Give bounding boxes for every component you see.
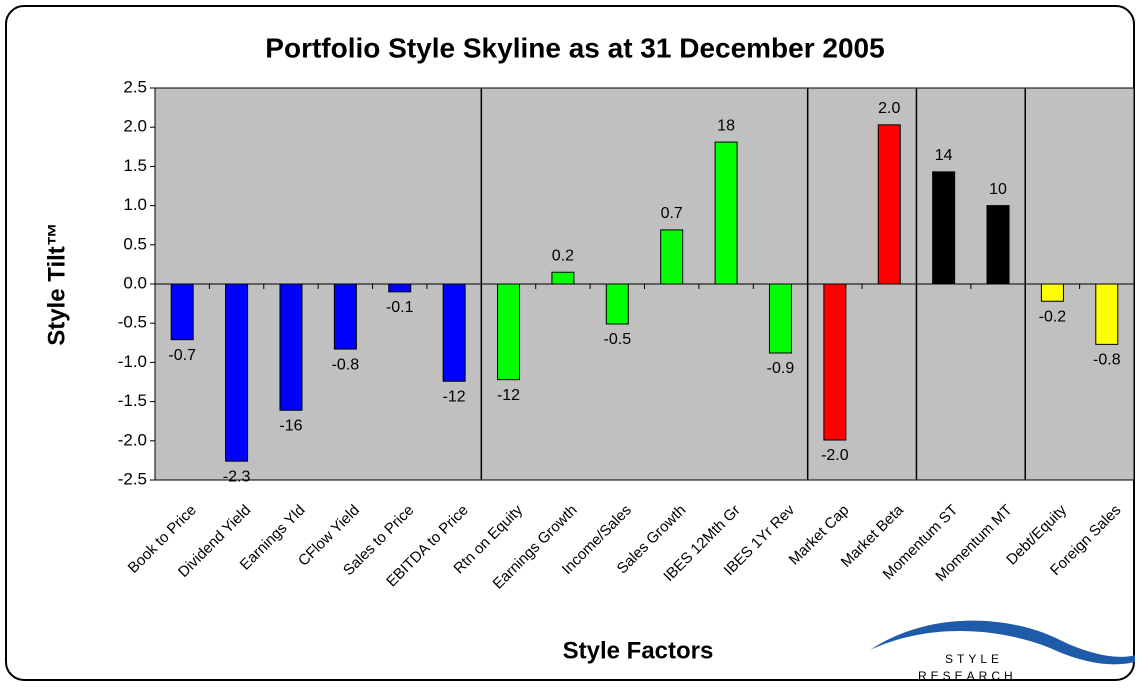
bar: [279, 283, 303, 411]
logo-swoosh: [870, 620, 1135, 665]
y-axis-title: Style Tilt™: [43, 222, 70, 346]
bar: [823, 283, 847, 441]
logo-text: STYLE: [945, 652, 1003, 666]
value-label: 18: [717, 117, 735, 134]
value-label: -2.0: [821, 447, 849, 464]
logo: STYLE RESEARCH: [870, 620, 1135, 683]
value-label: -0.7: [168, 347, 196, 364]
bar: [932, 171, 956, 285]
value-label: -0.1: [386, 299, 414, 316]
bar: [877, 124, 901, 285]
value-label: 0.2: [552, 247, 574, 264]
bar: [497, 283, 521, 381]
bar: [225, 283, 249, 462]
logo-text: RESEARCH: [918, 669, 1017, 683]
bar: [442, 283, 466, 382]
value-label: -12: [497, 387, 520, 404]
bar: [1040, 283, 1064, 302]
value-label: -16: [279, 417, 302, 434]
y-tick-label: 0.5: [123, 234, 147, 253]
value-label: 10: [989, 181, 1007, 198]
value-label: -0.2: [1039, 308, 1067, 325]
value-label: -12: [443, 388, 466, 405]
y-tick-label: -2.0: [118, 430, 147, 449]
bar: [1095, 283, 1119, 345]
value-label: -0.9: [767, 360, 795, 377]
y-tick-label: -1.5: [118, 391, 147, 410]
value-label: -0.5: [604, 331, 632, 348]
value-label: 2.0: [878, 100, 900, 117]
bar: [388, 283, 412, 293]
chart-title: Portfolio Style Skyline as at 31 Decembe…: [265, 32, 884, 63]
bar: [714, 141, 738, 285]
y-tick-label: -2.5: [118, 469, 147, 488]
bar: [986, 205, 1010, 285]
bar: [551, 271, 575, 285]
y-tick-label: 2.0: [123, 117, 147, 136]
bar: [768, 283, 792, 354]
value-label: -0.8: [1093, 352, 1121, 369]
y-tick-label: 0.0: [123, 273, 147, 292]
bar: [333, 283, 357, 350]
x-axis-title: Style Factors: [563, 637, 714, 664]
y-tick-label: 1.5: [123, 156, 147, 175]
y-tick-label: -1.0: [118, 352, 147, 371]
value-label: -2.3: [223, 468, 251, 485]
y-tick-label: 1.0: [123, 195, 147, 214]
bar: [660, 229, 684, 285]
value-label: 0.7: [661, 205, 683, 222]
value-label: 14: [935, 147, 953, 164]
value-label: -0.8: [332, 356, 360, 373]
y-tick-label: 2.5: [123, 77, 147, 96]
bar: [605, 283, 629, 325]
bar: [170, 283, 194, 341]
y-tick-label: -0.5: [118, 313, 147, 332]
